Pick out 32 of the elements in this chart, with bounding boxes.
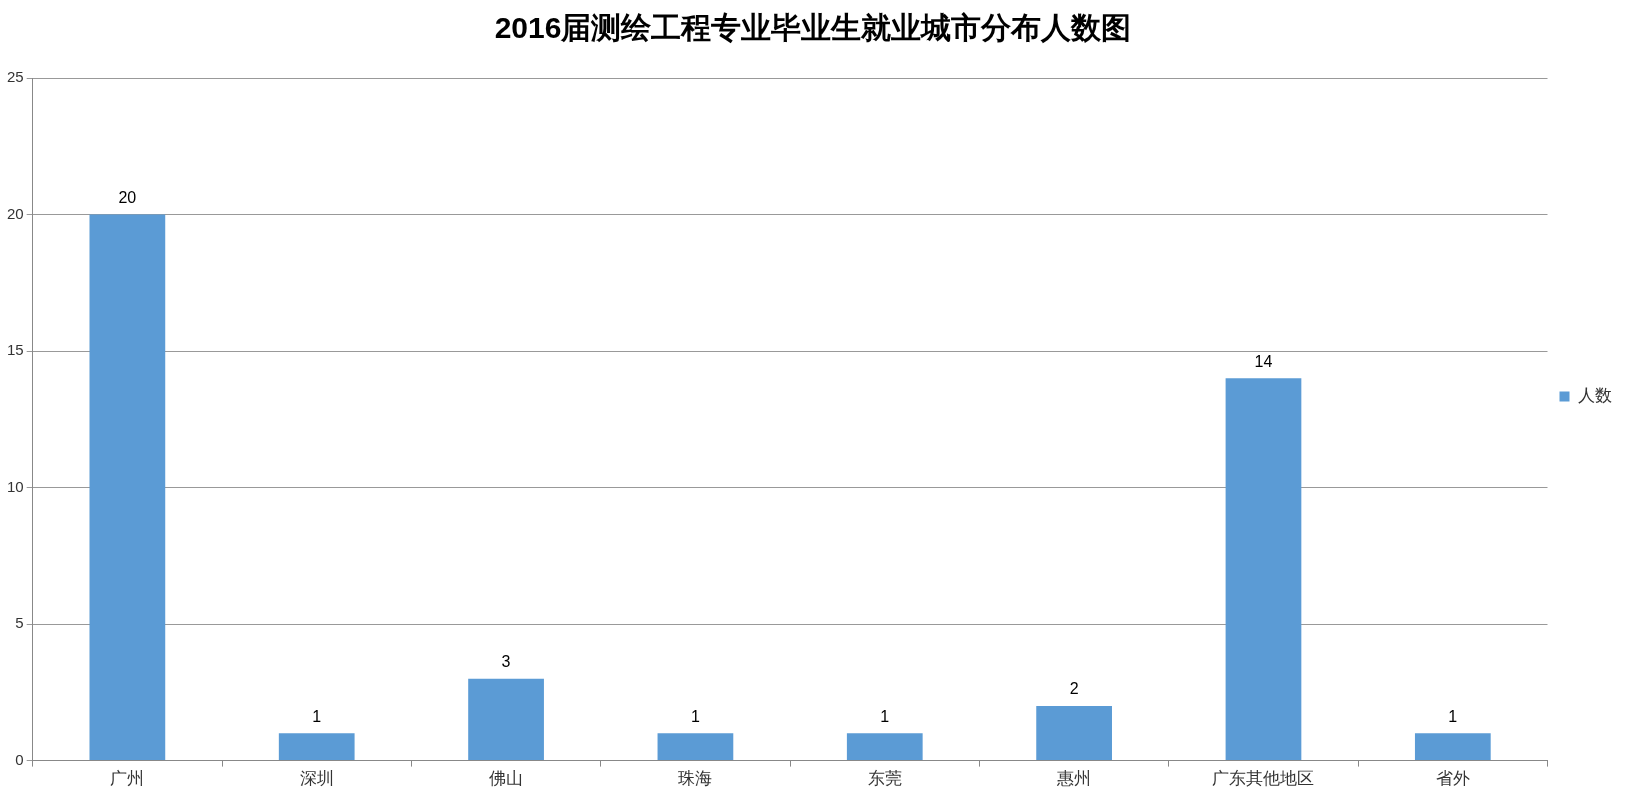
bar [1036, 705, 1112, 761]
x-tick-label: 广东其他地区 [1212, 769, 1315, 789]
data-label: 2 [1069, 680, 1079, 698]
x-tick-label: 广州 [110, 769, 145, 789]
y-tick-label: 0 [15, 750, 24, 768]
y-tick-label: 5 [15, 614, 24, 632]
data-label: 1 [1448, 707, 1458, 725]
y-tick-label: 20 [7, 204, 24, 222]
bar [846, 733, 923, 761]
x-tick-label: 珠海 [678, 769, 713, 789]
bar [1225, 378, 1302, 761]
legend-label: 人数 [1578, 386, 1612, 406]
data-label: 14 [1254, 352, 1273, 370]
x-tick-label: 省外 [1435, 769, 1470, 789]
chart-title: 2016届测绘工程专业毕业生就业城市分布人数图 [494, 11, 1132, 45]
bar [89, 214, 166, 761]
bar [278, 733, 355, 761]
x-tick-label: 佛山 [489, 769, 524, 789]
data-label: 1 [312, 707, 322, 725]
data-label: 3 [501, 653, 511, 671]
x-tick-label: 深圳 [299, 769, 334, 789]
data-label: 1 [690, 707, 700, 725]
data-label: 1 [880, 707, 890, 725]
bar [1414, 733, 1491, 761]
x-tick-label: 惠州 [1056, 769, 1092, 789]
bar [657, 733, 734, 761]
data-label: 20 [118, 188, 137, 206]
x-tick-label: 东莞 [867, 769, 902, 789]
y-tick-label: 25 [7, 68, 24, 86]
bar [468, 678, 544, 761]
y-tick-label: 15 [7, 341, 24, 359]
y-tick-label: 10 [7, 477, 24, 495]
